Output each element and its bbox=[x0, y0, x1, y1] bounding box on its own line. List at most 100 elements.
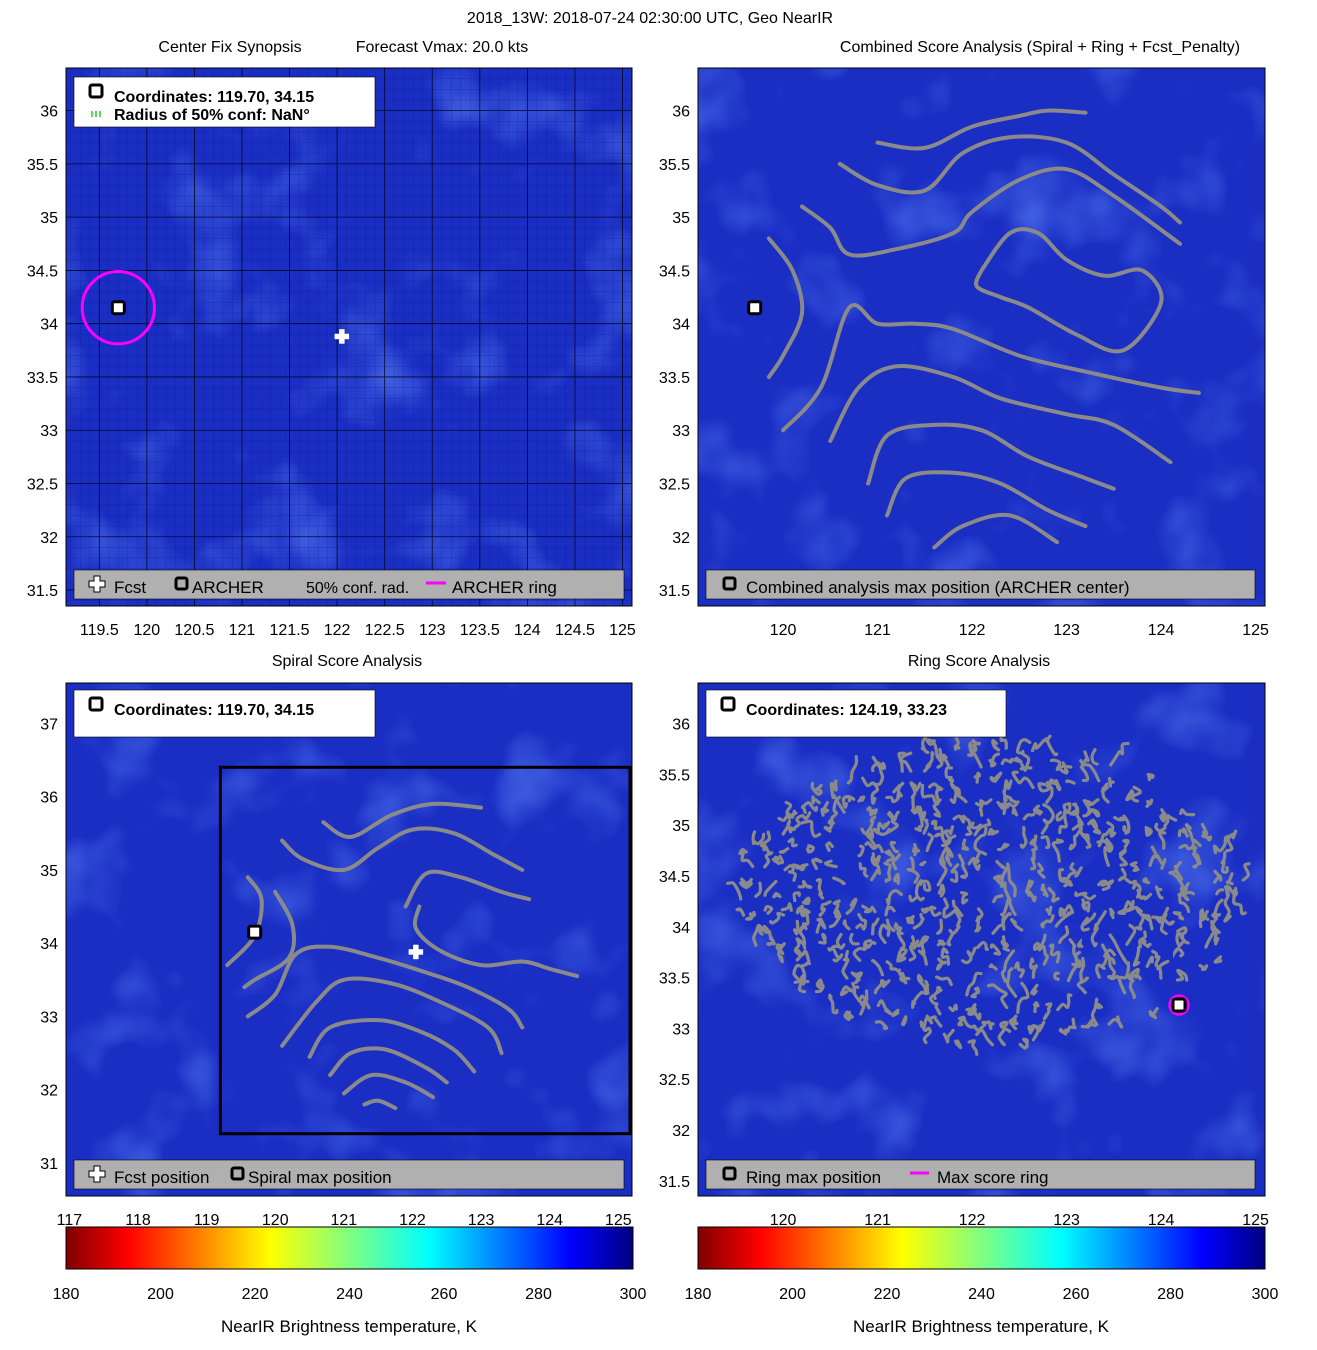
ring-contour-394 bbox=[1181, 882, 1190, 894]
spiral-contour-1 bbox=[280, 826, 525, 873]
ring-contour-416 bbox=[1232, 886, 1247, 916]
spiral-contours bbox=[225, 801, 580, 1111]
combined-contours bbox=[766, 108, 1201, 582]
ring-contour-40 bbox=[802, 896, 811, 905]
combined-contour-8 bbox=[885, 470, 1088, 529]
combined-x-tick-0: 120 bbox=[770, 622, 797, 639]
ring-contour-183 bbox=[944, 766, 954, 782]
archer-legend-icon bbox=[174, 576, 189, 591]
ring-contour-245 bbox=[1003, 881, 1017, 916]
combined-frame bbox=[697, 67, 1266, 607]
ring-cloud-texture bbox=[698, 683, 1265, 1196]
max-score-ring bbox=[1168, 994, 1190, 1016]
combined-title: Combined Score Analysis (Spiral + Ring +… bbox=[840, 39, 1240, 56]
ring-contour-133 bbox=[911, 843, 921, 857]
ring-contour-198 bbox=[949, 778, 968, 804]
spiral-x-tick-5: 122 bbox=[399, 1212, 426, 1229]
ring-contour-400 bbox=[1199, 909, 1210, 922]
synopsis-fine-grid bbox=[66, 68, 633, 606]
ring-contour-251 bbox=[1015, 738, 1032, 755]
legend-ring-max: Ring max position bbox=[746, 1168, 881, 1187]
colorbar-left-gradient bbox=[65, 1226, 634, 1270]
ring-contour-329 bbox=[1083, 798, 1100, 807]
ring-contour-258 bbox=[1025, 879, 1035, 891]
ring-contour-350 bbox=[1122, 838, 1130, 849]
ring-contour-171 bbox=[948, 1003, 959, 1013]
combined-contour-9 bbox=[932, 512, 1060, 550]
colorbar-right-tick-1: 200 bbox=[779, 1286, 806, 1303]
ring-contour-169 bbox=[953, 1039, 963, 1050]
ring-contour-81 bbox=[858, 862, 869, 878]
fcst-plus bbox=[334, 329, 350, 344]
ring-contour-158 bbox=[936, 918, 944, 935]
ring-contour-242 bbox=[1006, 967, 1018, 998]
ring-contour-395 bbox=[1191, 852, 1200, 869]
ring-contour-356 bbox=[1138, 930, 1147, 948]
spiral-contour-8 bbox=[307, 1017, 477, 1074]
ring-contour-139 bbox=[922, 1014, 934, 1029]
ring-contour-382 bbox=[1159, 808, 1168, 823]
ring-contour-391 bbox=[1175, 931, 1190, 948]
colorbar-left-ticks: 180 200 220 240 260 280 300 bbox=[53, 1286, 647, 1303]
synopsis-x-tick-7: 123 bbox=[419, 622, 446, 639]
ring-contour-243 bbox=[1013, 961, 1026, 979]
ring-contour-360 bbox=[1129, 861, 1140, 873]
ring-contour-278 bbox=[1058, 1027, 1068, 1036]
ring-contour-0 bbox=[735, 907, 746, 917]
legend-combined-max: Combined analysis max position (ARCHER c… bbox=[746, 578, 1130, 597]
ring-x-tick-3: 123 bbox=[1053, 1212, 1080, 1229]
ring-contour-373 bbox=[1146, 772, 1155, 782]
spiral-y-tick-3: 34 bbox=[40, 936, 58, 953]
spiral-contour-6 bbox=[245, 944, 525, 1030]
ring-contour-238 bbox=[999, 731, 1008, 750]
ring-contour-366 bbox=[1141, 913, 1154, 931]
ring-contour-162 bbox=[940, 847, 948, 867]
ring-contour-170 bbox=[942, 1028, 955, 1044]
fcst-legend-icon bbox=[88, 575, 106, 593]
combined-y-tick-6: 34.5 bbox=[659, 263, 690, 280]
combined-y-tick-7: 35 bbox=[672, 210, 690, 227]
combined-x-tick-4: 124 bbox=[1148, 622, 1175, 639]
ring-contour-363 bbox=[1148, 1007, 1159, 1020]
ring-x-tick-2: 122 bbox=[959, 1212, 986, 1229]
ring-contour-29 bbox=[783, 864, 797, 882]
ring-contour-286 bbox=[1051, 838, 1064, 863]
synopsis-y-tick-6: 34.5 bbox=[27, 263, 58, 280]
ring-contour-270 bbox=[1045, 905, 1053, 916]
ring-contour-280 bbox=[1053, 971, 1060, 981]
ring-contour-415 bbox=[1224, 829, 1238, 853]
legend-archer: ARCHER bbox=[192, 578, 264, 597]
ring-contour-276 bbox=[1037, 782, 1054, 804]
ring-contour-69 bbox=[835, 932, 846, 950]
legend-ring: ARCHER ring bbox=[452, 578, 557, 597]
ring-contour-35 bbox=[802, 973, 810, 985]
combined-contour-3 bbox=[974, 227, 1164, 354]
combined-x-tick-5: 125 bbox=[1242, 622, 1269, 639]
ring-marker-icon bbox=[720, 696, 736, 712]
colorbar-right-label: NearIR Brightness temperature, K bbox=[853, 1317, 1110, 1336]
ring-contour-85 bbox=[859, 999, 871, 1010]
ring-contour-142 bbox=[917, 938, 929, 966]
ring-contour-195 bbox=[961, 838, 970, 851]
ring-y-tick-3: 33 bbox=[672, 1021, 690, 1038]
ring-contour-185 bbox=[952, 732, 961, 751]
ring-contour-53 bbox=[811, 795, 821, 805]
ring-contour-255 bbox=[1030, 983, 1039, 996]
ring-contour-371 bbox=[1144, 825, 1153, 837]
ring-contour-11 bbox=[763, 904, 774, 915]
ring-contour-220 bbox=[987, 827, 1000, 836]
ring-contour-56 bbox=[832, 948, 844, 963]
spiral-x-ticks: 117 118 119 120 121 122 123 124 125 bbox=[57, 1212, 632, 1229]
ring-contour-112 bbox=[900, 1015, 908, 1027]
ring-contour-256 bbox=[1029, 957, 1039, 979]
ring-contour-266 bbox=[1042, 1002, 1053, 1021]
ring-contour-192 bbox=[960, 891, 969, 905]
ring-y-tick-0: 31.5 bbox=[659, 1174, 690, 1191]
colorbar-left: 180 200 220 240 260 280 300 NearIR Brightness … bbox=[53, 1226, 647, 1336]
ring-contour-303 bbox=[1049, 758, 1073, 772]
spiral-x-tick-4: 121 bbox=[331, 1212, 358, 1229]
spiral-x-tick-1: 118 bbox=[125, 1212, 151, 1229]
combined-y-tick-1: 32 bbox=[672, 530, 690, 547]
synopsis-y-tick-8: 35.5 bbox=[27, 157, 58, 174]
ring-contour-397 bbox=[1198, 964, 1209, 971]
